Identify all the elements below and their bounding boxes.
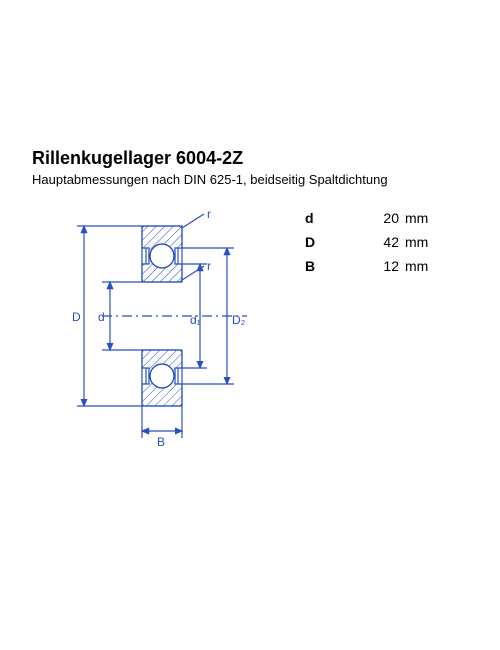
label-r1: r (207, 207, 211, 221)
label-D: D (72, 310, 81, 324)
dim-unit: mm (405, 210, 435, 226)
table-row: B 12 mm (305, 258, 435, 274)
dim-value: 12 (335, 258, 405, 274)
table-row: d 20 mm (305, 210, 435, 226)
dim-unit: mm (405, 258, 435, 274)
dim-value: 42 (335, 234, 405, 250)
dim-symbol: D (305, 234, 335, 250)
bearing-diagram: r r D d d₁ D₂ B (32, 206, 267, 456)
table-row: D 42 mm (305, 234, 435, 250)
dim-unit: mm (405, 234, 435, 250)
dimension-table: d 20 mm D 42 mm B 12 mm (305, 210, 435, 282)
label-D2: D₂ (232, 313, 246, 327)
page-title: Rillenkugellager 6004-2Z (32, 148, 243, 169)
dim-symbol: B (305, 258, 335, 274)
label-r2: r (207, 259, 211, 273)
label-d: d (98, 310, 105, 324)
dim-value: 20 (335, 210, 405, 226)
dim-symbol: d (305, 210, 335, 226)
label-B: B (157, 435, 165, 449)
label-d1: d₁ (190, 313, 201, 327)
page-subtitle: Hauptabmessungen nach DIN 625-1, beidsei… (32, 172, 388, 187)
